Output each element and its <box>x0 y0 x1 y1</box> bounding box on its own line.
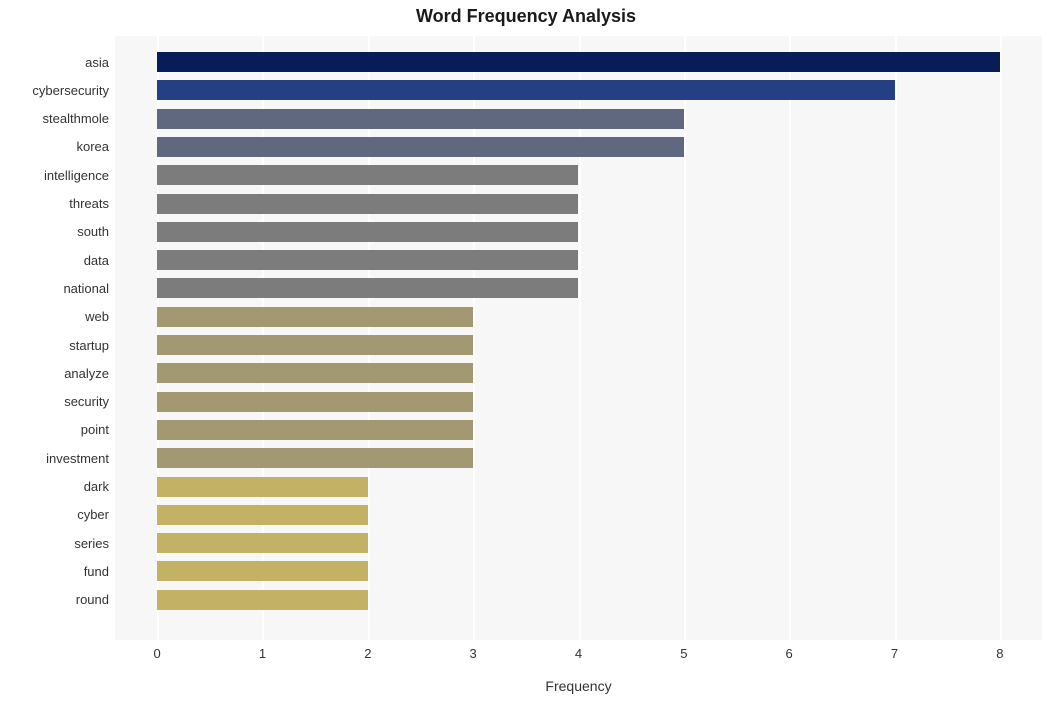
bar <box>157 590 368 610</box>
bar <box>157 80 894 100</box>
y-tick-label: asia <box>85 55 109 70</box>
y-tick-label: dark <box>84 479 109 494</box>
x-axis-label: Frequency <box>115 678 1042 694</box>
bar <box>157 335 473 355</box>
y-tick-label: threats <box>69 196 109 211</box>
y-tick-label: startup <box>69 338 109 353</box>
bar <box>157 278 578 298</box>
bar <box>157 250 578 270</box>
y-tick-label: investment <box>46 451 109 466</box>
y-tick-label: south <box>77 224 109 239</box>
y-tick-label: cybersecurity <box>32 83 109 98</box>
chart-title: Word Frequency Analysis <box>0 6 1052 27</box>
y-tick-label: cyber <box>77 507 109 522</box>
bar <box>157 194 578 214</box>
x-tick-label: 5 <box>664 646 704 661</box>
bar <box>157 222 578 242</box>
x-tick-label: 4 <box>559 646 599 661</box>
bar <box>157 448 473 468</box>
x-tick-label: 8 <box>980 646 1020 661</box>
y-tick-label: intelligence <box>44 168 109 183</box>
bar <box>157 109 684 129</box>
bar <box>157 533 368 553</box>
x-tick-label: 7 <box>875 646 915 661</box>
bar <box>157 363 473 383</box>
x-tick-label: 0 <box>137 646 177 661</box>
x-tick-label: 6 <box>769 646 809 661</box>
y-tick-label: analyze <box>64 366 109 381</box>
gridline <box>1000 36 1002 640</box>
y-tick-label: fund <box>84 564 109 579</box>
y-tick-label: round <box>76 592 109 607</box>
x-tick-label: 1 <box>242 646 282 661</box>
bar <box>157 505 368 525</box>
y-tick-label: stealthmole <box>43 111 109 126</box>
gridline <box>895 36 897 640</box>
y-tick-label: security <box>64 394 109 409</box>
y-tick-label: web <box>85 309 109 324</box>
gridline <box>789 36 791 640</box>
y-tick-label: series <box>74 536 109 551</box>
y-tick-label: data <box>84 253 109 268</box>
y-tick-label: korea <box>76 139 109 154</box>
y-tick-label: point <box>81 422 109 437</box>
bar <box>157 165 578 185</box>
x-tick-label: 2 <box>348 646 388 661</box>
plot-area <box>115 36 1042 640</box>
bar <box>157 307 473 327</box>
bar <box>157 420 473 440</box>
gridline <box>684 36 686 640</box>
bar <box>157 137 684 157</box>
bar <box>157 477 368 497</box>
x-tick-label: 3 <box>453 646 493 661</box>
y-tick-label: national <box>63 281 109 296</box>
word-frequency-chart: Word Frequency Analysis Frequency 0 1 2 3 4 5… <box>0 0 1052 701</box>
bar <box>157 561 368 581</box>
bar <box>157 52 1000 72</box>
bar <box>157 392 473 412</box>
